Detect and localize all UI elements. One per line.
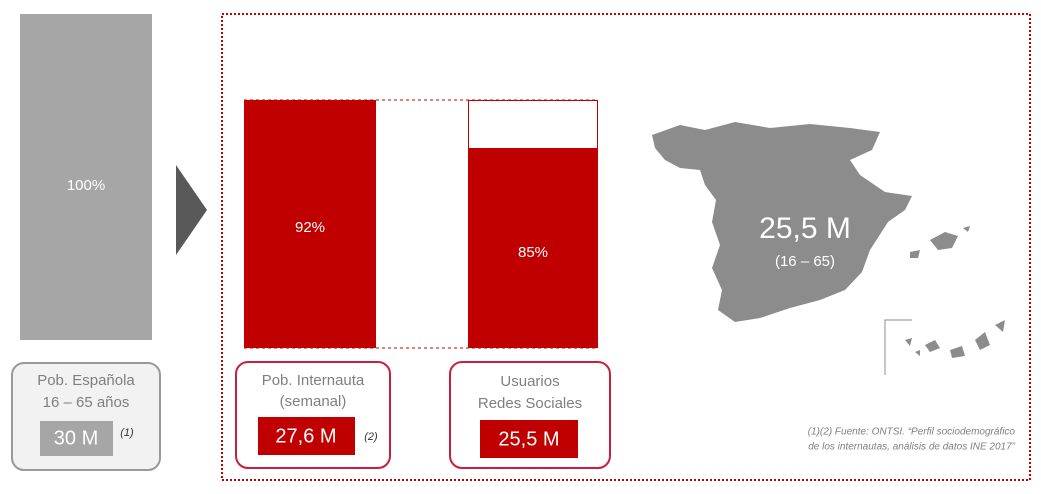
internet-value: 27,6 M [275,425,336,447]
internet-title: (semanal) [280,393,347,410]
population-title: 16 – 65 años [43,394,130,411]
social-title: Usuarios [500,373,559,390]
map-island [910,250,920,258]
population-value-box [40,421,113,456]
map-island [963,226,970,232]
social-value-box [480,420,578,458]
footnote: de los internautas, análisis de datos IN… [808,442,1015,453]
social-title: Redes Sociales [478,395,582,412]
social-percent: 85% [518,244,548,261]
map-mainland [652,122,912,322]
population-title: Pob. Española [37,372,135,389]
internet-value-box [258,417,355,455]
footnote: (1)(2) Fuente: ONTSI. “Perfil sociodemog… [808,427,1016,438]
inset-frame [884,319,912,375]
population-percent: 100% [67,177,105,194]
map-island [930,232,958,250]
frame [221,13,1031,481]
internet-note: (2) [364,431,378,443]
internet-title: Pob. Internauta [262,372,365,389]
internet-bar [244,100,376,348]
population-value: 30 M [54,427,98,449]
internet-percent: 92% [295,219,325,236]
population-bar [20,14,152,340]
arrow [176,165,207,255]
social-value: 25,5 M [498,428,559,450]
social-bar [468,148,598,348]
map-range: (16 – 65) [775,253,835,270]
map-canary [905,320,1005,358]
population-note: (1) [120,427,134,439]
map-value: 25,5 M [759,212,851,245]
